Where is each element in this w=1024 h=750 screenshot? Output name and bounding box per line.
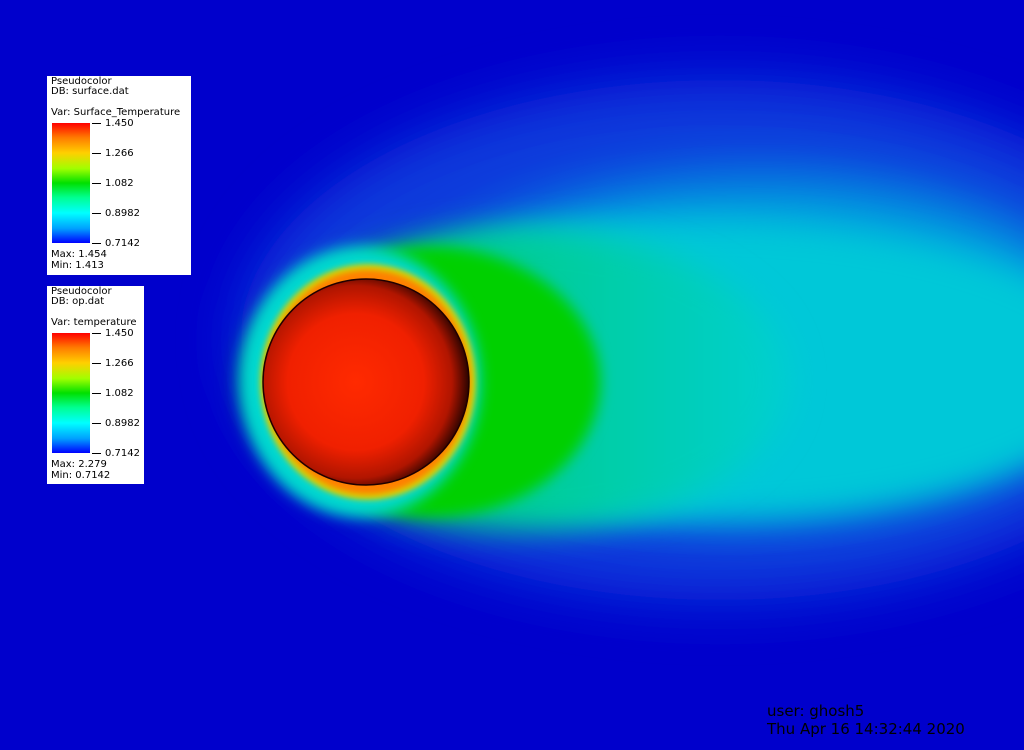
legend-max-value: Max: 1.454: [51, 249, 107, 260]
legend-min-value: Min: 0.7142: [51, 470, 111, 481]
legend-temperature: Pseudocolor DB: op.dat Var: temperature …: [47, 286, 144, 484]
legend-max-value: Max: 2.279: [51, 459, 107, 470]
sphere-body: [262, 278, 470, 486]
user-info-annotation: user: ghosh5 Thu Apr 16 14:32:44 2020: [767, 702, 965, 738]
legend-db-name: DB: surface.dat: [51, 86, 129, 97]
user-name-label: user: ghosh5: [767, 702, 865, 720]
legend-tick-label: 1.450: [92, 118, 134, 129]
legend-tick-label: 1.082: [92, 178, 134, 189]
legend-tick-label: 0.8982: [92, 208, 140, 219]
legend-tick-label: 1.266: [92, 358, 134, 369]
legend-min-value: Min: 1.413: [51, 260, 104, 271]
legend-variable-name: Var: temperature: [51, 317, 137, 328]
legend-plot-type: Pseudocolor: [51, 286, 112, 297]
legend-colorbar: [52, 333, 90, 453]
legend-plot-type: Pseudocolor: [51, 76, 112, 87]
legend-tick-label: 0.8982: [92, 418, 140, 429]
legend-tick-label: 1.266: [92, 148, 134, 159]
legend-surface-temperature: Pseudocolor DB: surface.dat Var: Surface…: [47, 76, 191, 275]
legend-tick-label: 0.7142: [92, 238, 140, 249]
legend-tick-label: 0.7142: [92, 448, 140, 459]
legend-colorbar: [52, 123, 90, 243]
legend-tick-label: 1.082: [92, 388, 134, 399]
timestamp-label: Thu Apr 16 14:32:44 2020: [767, 720, 965, 738]
legend-db-name: DB: op.dat: [51, 296, 105, 307]
legend-variable-name: Var: Surface_Temperature: [51, 107, 181, 118]
legend-tick-label: 1.450: [92, 328, 134, 339]
